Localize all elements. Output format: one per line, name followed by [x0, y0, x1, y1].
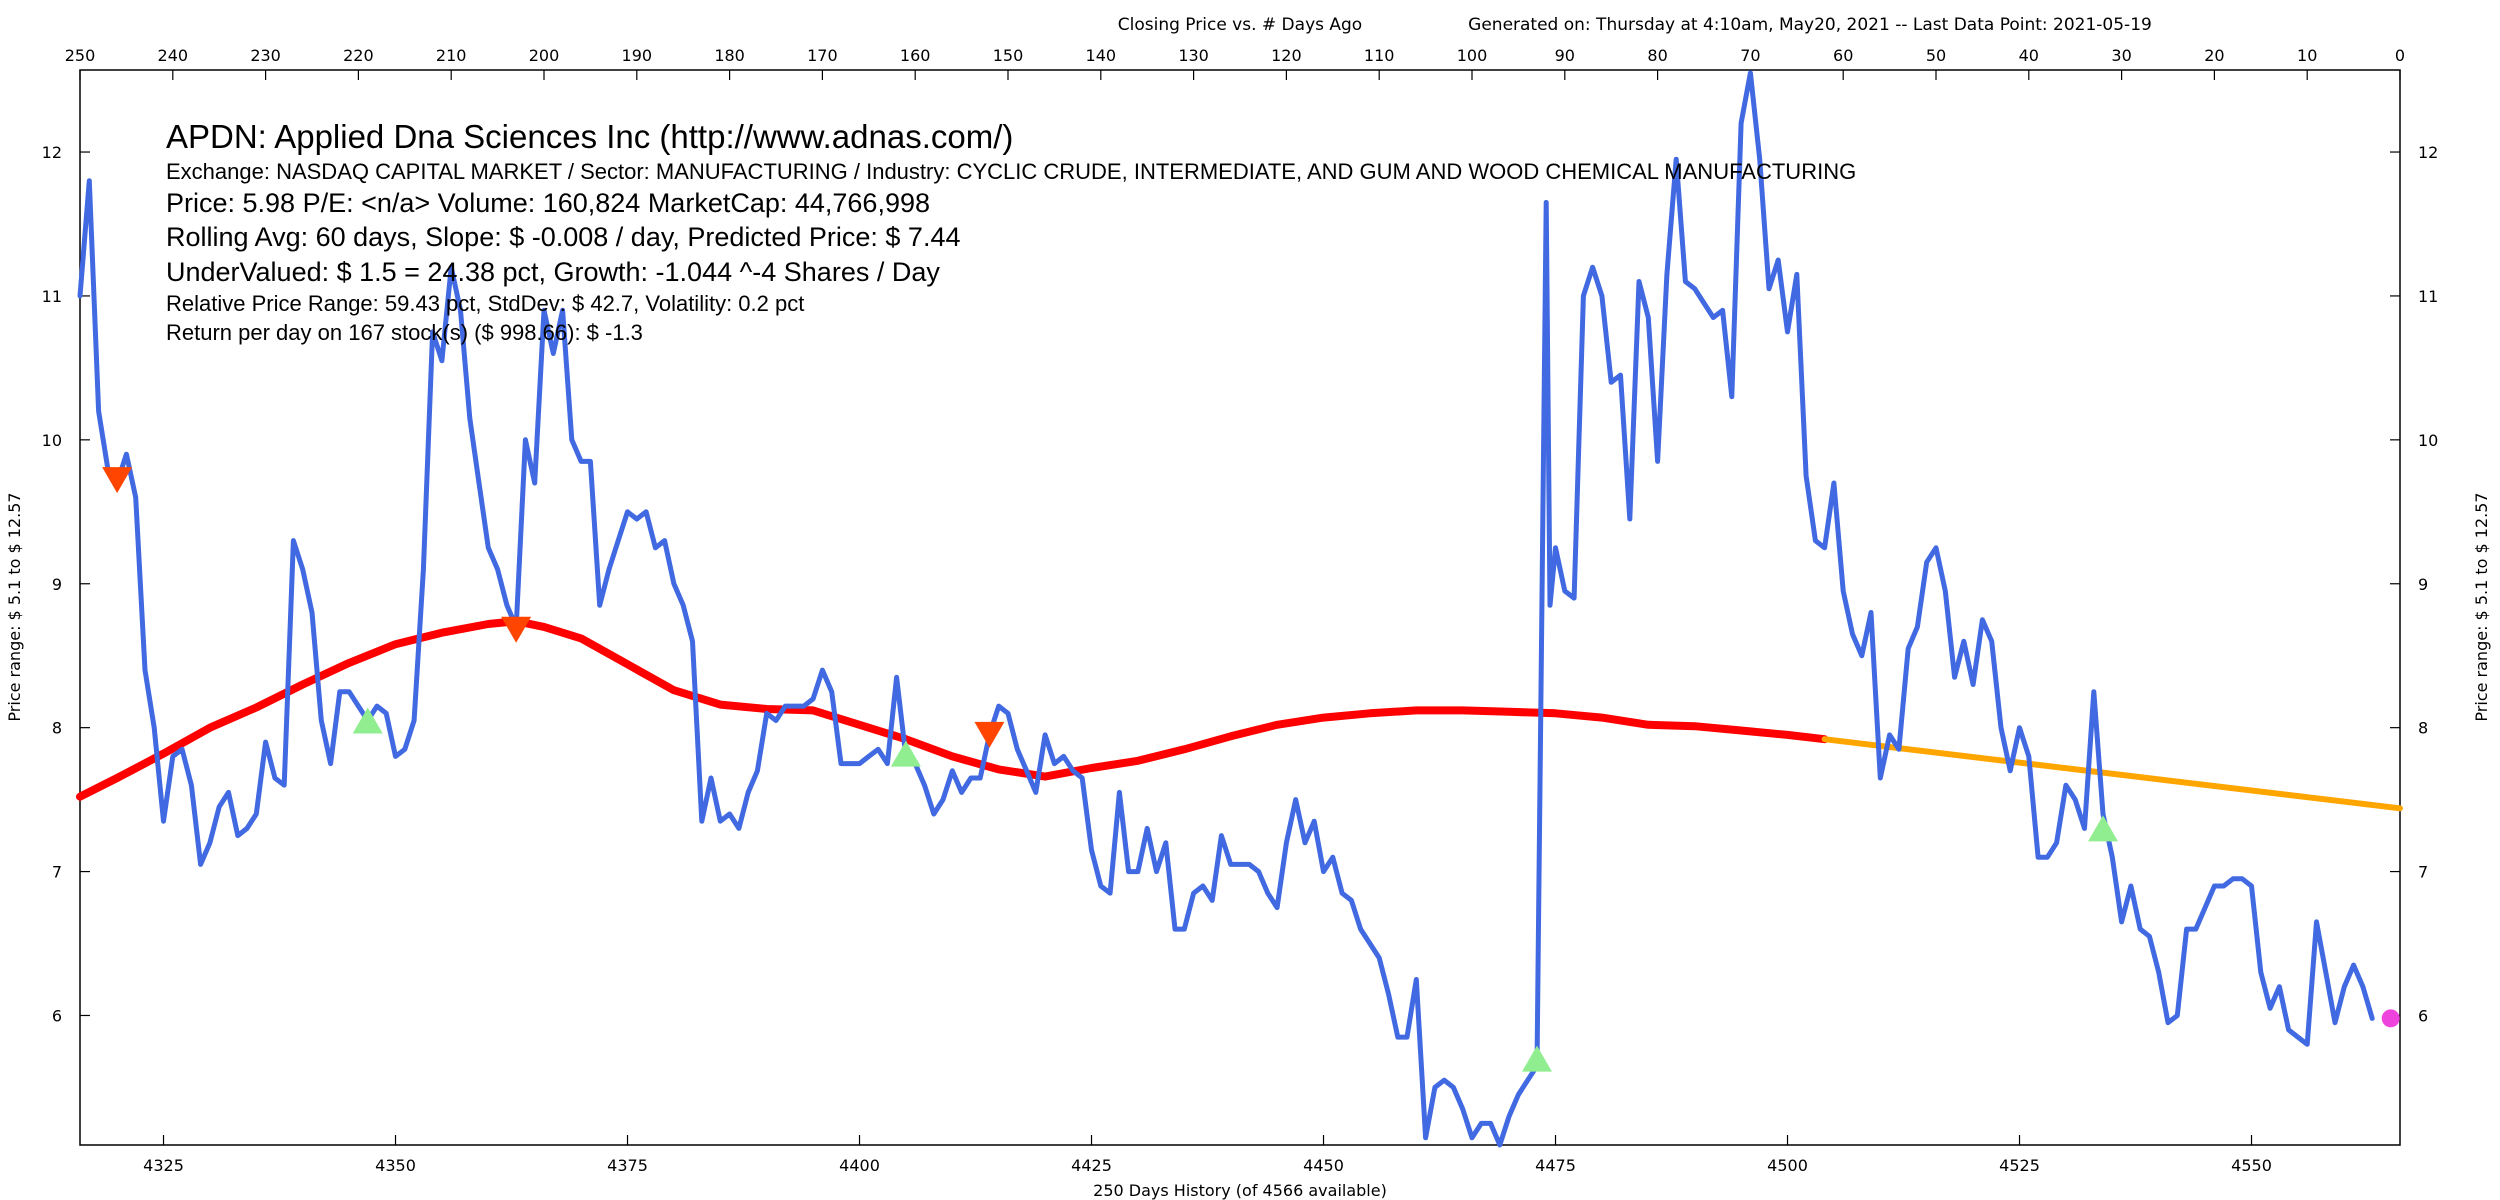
top-tick-label: 200 [529, 46, 560, 65]
chart-label: Closing Price vs. # Days Ago [1118, 15, 1362, 35]
y-tick-label-right: 12 [2418, 143, 2438, 162]
top-tick-label: 230 [250, 46, 281, 65]
y-tick-label-right: 6 [2418, 1006, 2428, 1025]
x-tick-label: 4525 [1999, 1156, 2040, 1175]
y-tick-label-left: 6 [52, 1006, 62, 1025]
predicted-line [1821, 736, 2403, 812]
x-tick-label: 4325 [143, 1156, 184, 1175]
last-price-marker [2381, 1009, 2400, 1028]
sell-signal-marker [102, 467, 133, 494]
info-line-exchange: Exchange: NASDAQ CAPITAL MARKET / Sector… [166, 159, 1856, 184]
top-tick-label: 110 [1364, 46, 1395, 65]
top-tick-label: 70 [1740, 46, 1760, 65]
top-tick-label: 220 [343, 46, 374, 65]
x-tick-label: 4350 [375, 1156, 416, 1175]
top-tick-label: 80 [1647, 46, 1667, 65]
y-tick-label-right: 8 [2418, 719, 2428, 738]
sell-signal-marker [974, 721, 1005, 748]
y-tick-label-left: 8 [52, 719, 62, 738]
top-tick-label: 50 [1926, 46, 1946, 65]
info-line-relative-range: Relative Price Range: 59.43 pct, StdDev:… [166, 291, 804, 316]
x-tick-label: 4400 [839, 1156, 880, 1175]
x-tick-label: 4375 [607, 1156, 648, 1175]
y-tick-label-right: 9 [2418, 575, 2428, 594]
x-tick-label: 4475 [1535, 1156, 1576, 1175]
chart-title: APDN: Applied Dna Sciences Inc (http://w… [166, 118, 1013, 155]
price-line [77, 70, 2375, 1148]
y-tick-label-left: 11 [42, 287, 62, 306]
info-line-return-per-day: Return per day on 167 stock(s) ($ 998.66… [166, 320, 643, 345]
top-tick-label: 250 [65, 46, 96, 65]
top-tick-label: 120 [1271, 46, 1302, 65]
top-tick-label: 60 [1833, 46, 1853, 65]
buy-signal-marker [2088, 815, 2119, 842]
top-tick-label: 90 [1555, 46, 1575, 65]
axes: 4325 4350 4375 4400 4425 4450 4475 4500 4525 4550… [42, 46, 2439, 1175]
top-tick-label: 140 [1086, 46, 1117, 65]
buy-signal-marker [352, 707, 383, 734]
top-tick-label: 170 [807, 46, 838, 65]
y-tick-label-right: 7 [2418, 863, 2428, 882]
top-tick-label: 150 [993, 46, 1024, 65]
top-tick-label: 40 [2019, 46, 2039, 65]
x-axis-label: 250 Days History (of 4566 available) [1093, 1181, 1387, 1200]
y-axis-label-left: Price range: $ 5.1 to $ 12.57 [5, 492, 24, 721]
info-line-rolling-avg: Rolling Avg: 60 days, Slope: $ -0.008 / … [166, 222, 960, 252]
y-tick-label-left: 9 [52, 575, 62, 594]
x-tick-label: 4450 [1303, 1156, 1344, 1175]
top-tick-label: 160 [900, 46, 931, 65]
y-tick-label-left: 7 [52, 863, 62, 882]
generated-timestamp: Generated on: Thursday at 4:10am, May20,… [1468, 15, 2152, 35]
y-tick-label-left: 10 [42, 431, 62, 450]
x-tick-label: 4425 [1071, 1156, 1112, 1175]
buy-signal-marker [1521, 1045, 1552, 1072]
info-line-price: Price: 5.98 P/E: <n/a> Volume: 160,824 M… [166, 188, 930, 218]
top-tick-label: 100 [1457, 46, 1488, 65]
info-line-undervalued: UnderValued: $ 1.5 = 24.38 pct, Growth: … [166, 257, 940, 287]
series-layer [76, 70, 2403, 1148]
top-tick-label: 20 [2204, 46, 2224, 65]
x-tick-label: 4500 [1767, 1156, 1808, 1175]
y-tick-label-left: 12 [42, 143, 62, 162]
top-tick-label: 10 [2297, 46, 2317, 65]
rolling-avg-line [76, 617, 1829, 801]
y-tick-label-right: 11 [2418, 287, 2438, 306]
top-tick-label: 0 [2395, 46, 2405, 65]
y-tick-label-right: 10 [2418, 431, 2438, 450]
buy-signal-marker [890, 740, 921, 767]
top-tick-label: 180 [714, 46, 745, 65]
sell-signal-marker [501, 616, 532, 643]
top-tick-label: 30 [2111, 46, 2131, 65]
marker-layer [102, 467, 2400, 1072]
top-tick-label: 210 [436, 46, 467, 65]
top-tick-label: 190 [622, 46, 653, 65]
top-tick-label: 240 [158, 46, 189, 65]
plot-frame [79, 69, 2401, 1146]
top-tick-label: 130 [1178, 46, 1209, 65]
header: Closing Price vs. # Days Ago Generated o… [1118, 15, 2152, 35]
y-axis-label-right: Price range: $ 5.1 to $ 12.57 [2472, 492, 2491, 721]
info-block: APDN: Applied Dna Sciences Inc (http://w… [166, 118, 1856, 345]
x-tick-label: 4550 [2231, 1156, 2272, 1175]
